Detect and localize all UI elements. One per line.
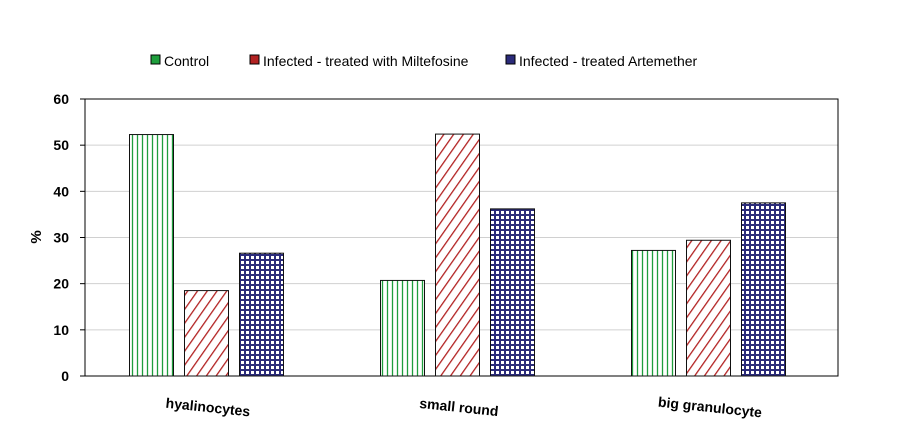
legend-item: Infected - treated with Miltefosine bbox=[249, 53, 469, 69]
x-category-label: hyalinocytes bbox=[165, 395, 251, 420]
legend-swatch bbox=[249, 54, 260, 65]
y-tick-label: 20 bbox=[53, 276, 69, 292]
bar-2-2 bbox=[741, 202, 786, 377]
x-category-label: big granulocyte bbox=[657, 394, 763, 421]
y-axis-title: % bbox=[28, 230, 45, 243]
y-tick-label: 40 bbox=[53, 183, 69, 199]
bar-0-1 bbox=[184, 290, 229, 377]
y-tick-label: 50 bbox=[53, 137, 69, 153]
y-tick-label: 30 bbox=[53, 230, 69, 246]
bars bbox=[129, 133, 786, 377]
legend-swatch bbox=[505, 54, 516, 65]
bar-2-1 bbox=[686, 239, 731, 377]
bar-0-2 bbox=[239, 252, 284, 377]
bar-1-2 bbox=[490, 208, 535, 377]
bar-2-0 bbox=[631, 249, 676, 377]
legend-swatch bbox=[150, 54, 161, 65]
legend-item: Infected - treated Artemether bbox=[505, 53, 698, 69]
legend-label: Infected - treated Artemether bbox=[519, 53, 698, 69]
y-tick-label: 60 bbox=[53, 91, 69, 107]
legend-label: Control bbox=[164, 53, 209, 69]
legend: Control Infected - treated with Miltefosi… bbox=[150, 53, 698, 69]
x-category-label: small round bbox=[419, 395, 500, 419]
bar-0-0 bbox=[129, 134, 174, 377]
x-axis-categories: hyalinocytes small round big granulocyte bbox=[165, 394, 763, 421]
y-tick-label: 10 bbox=[53, 322, 69, 338]
y-axis-ticks: 0 10 20 30 40 50 60 bbox=[53, 91, 85, 384]
bar-1-0 bbox=[380, 279, 425, 377]
bar-1-1 bbox=[435, 133, 480, 377]
legend-label: Infected - treated with Miltefosine bbox=[263, 53, 469, 69]
legend-item: Control bbox=[150, 53, 209, 69]
y-tick-label: 0 bbox=[61, 368, 69, 384]
